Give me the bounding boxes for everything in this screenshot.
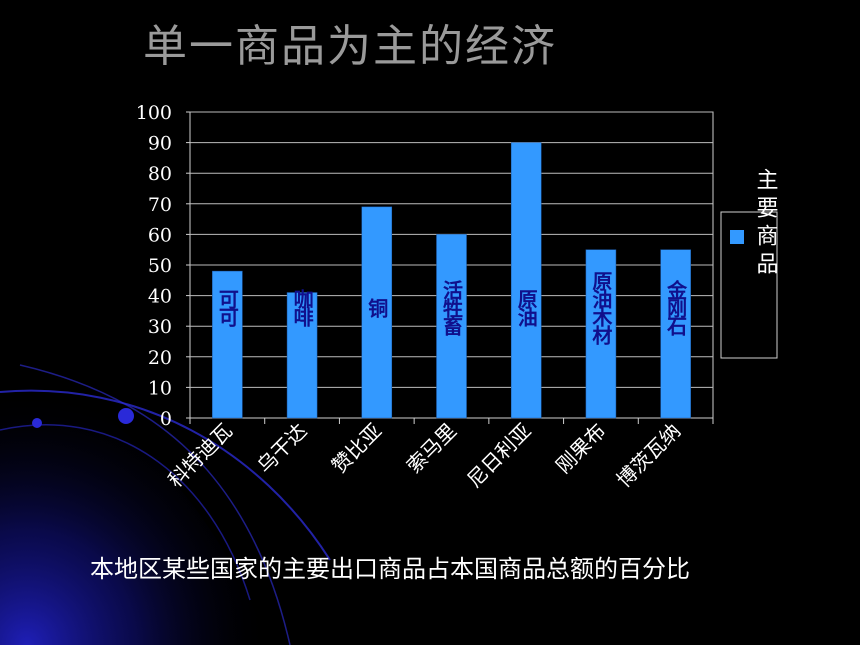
y-tick-label: 10 <box>148 377 172 399</box>
bar-label: 活牲畜 <box>440 280 464 337</box>
y-tick-label: 60 <box>148 224 172 246</box>
bar-label: 原油 <box>514 289 538 328</box>
bar-label: 铜 <box>365 297 389 319</box>
x-category-label: 尼日利亚 <box>462 419 536 493</box>
bar <box>585 249 617 419</box>
y-tick-label: 100 <box>136 102 172 124</box>
bar <box>212 270 243 419</box>
y-tick-label: 70 <box>148 194 172 216</box>
bar-label: 可可 <box>215 289 239 327</box>
bar-label: 咖啡 <box>290 289 314 327</box>
x-category-label: 乌干达 <box>252 419 311 478</box>
y-tick-label: 0 <box>160 408 172 430</box>
y-tick-label: 40 <box>148 286 172 308</box>
y-tick-label: 50 <box>148 255 172 277</box>
x-category-label: 索马里 <box>402 419 461 478</box>
chart-caption: 本地区某些国家的主要出口商品占本国商品总额的百分比 <box>90 555 690 583</box>
bar <box>286 292 318 419</box>
bar <box>510 142 542 419</box>
legend-label: 主要商品 <box>753 168 778 280</box>
x-category-label: 科特迪瓦 <box>163 419 237 493</box>
slide-title: 单一商品为主的经济 <box>143 21 557 72</box>
bar-label: 金刚石 <box>664 279 688 336</box>
legend-swatch <box>730 230 744 244</box>
bar <box>361 206 393 419</box>
y-tick-label: 80 <box>148 163 172 185</box>
y-tick-label: 30 <box>148 316 172 338</box>
bar <box>436 234 467 419</box>
x-category-label: 刚果布 <box>551 419 610 478</box>
bar <box>660 249 691 419</box>
x-category-label: 赞比亚 <box>327 419 386 478</box>
x-category-label: 博茨瓦纳 <box>612 419 686 493</box>
y-tick-label: 20 <box>148 347 172 369</box>
bar-label: 原油木材 <box>589 271 613 345</box>
y-tick-label: 90 <box>148 133 172 155</box>
